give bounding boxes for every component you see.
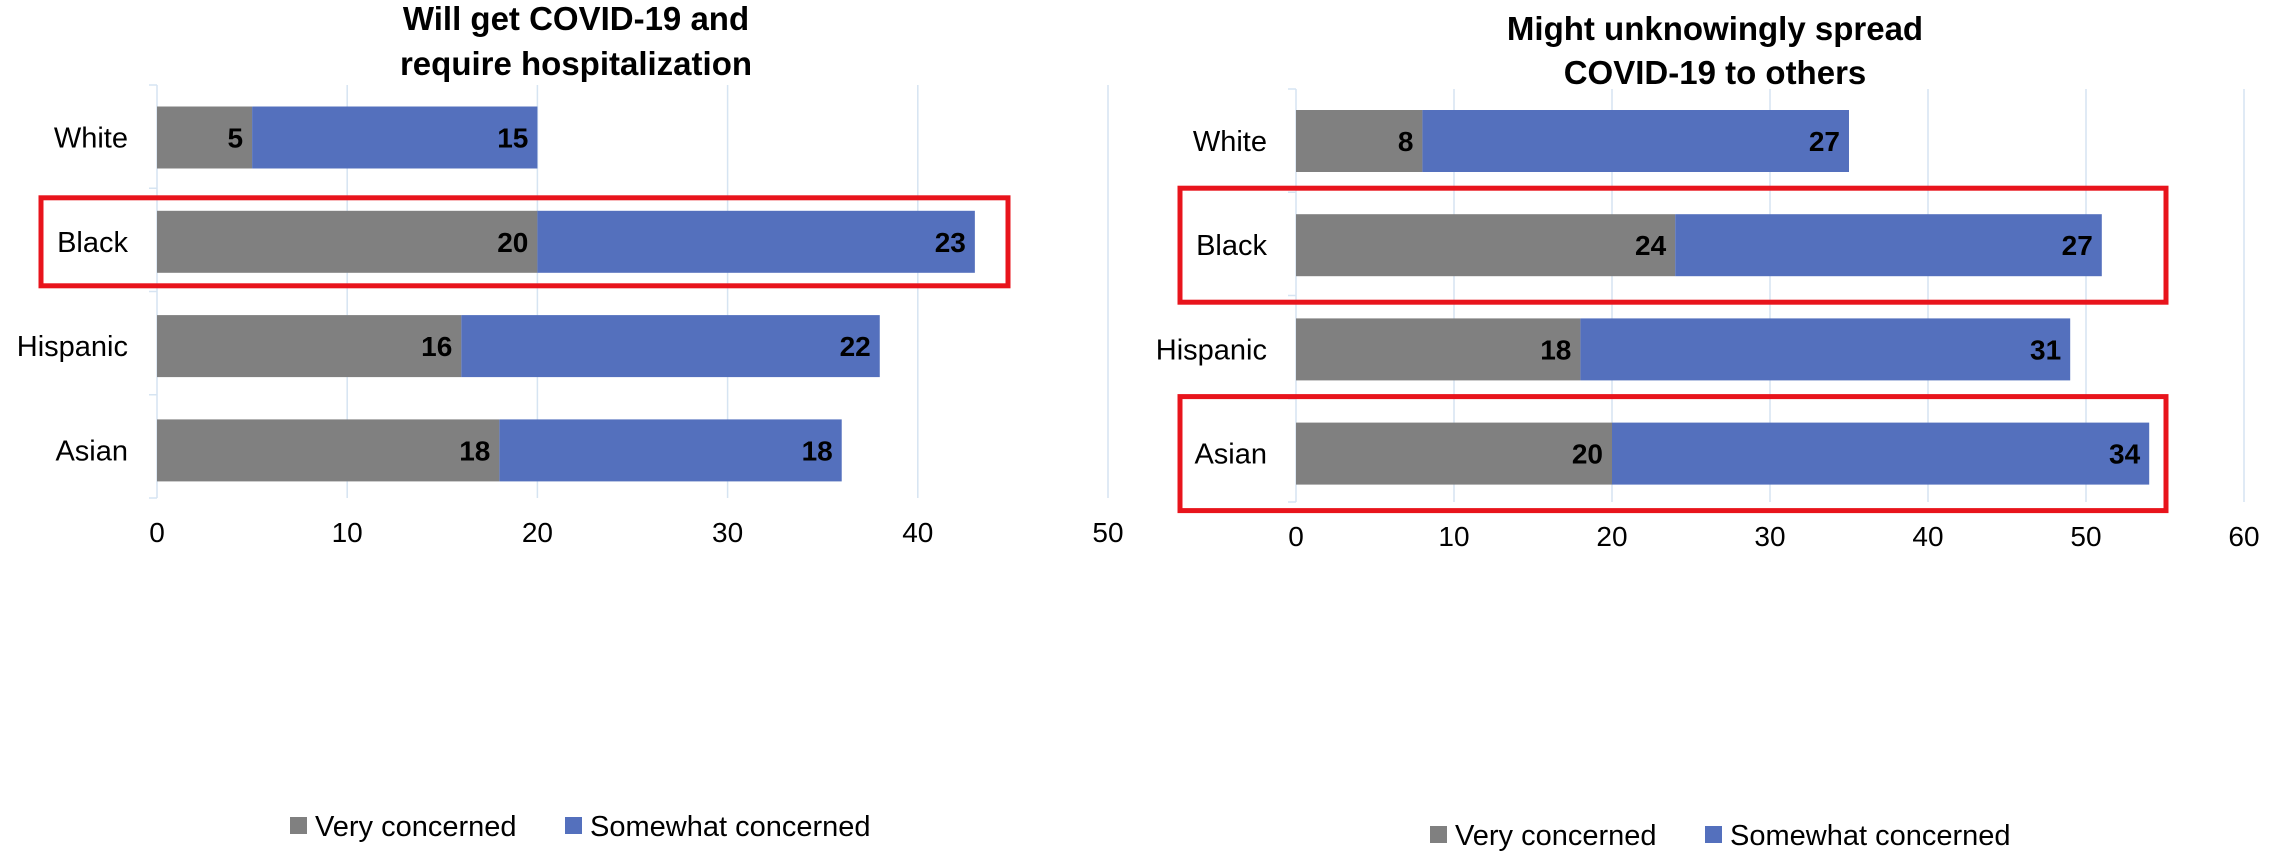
- x-tick-label-60: 60: [2228, 521, 2259, 552]
- data-label-asian-somewhat-concerned: 18: [802, 435, 833, 466]
- chart-hospitalization-svg: Will get COVID-19 and require hospitaliza…: [17, 0, 1124, 843]
- highlight-box-black: [1177, 185, 2169, 305]
- data-label-hispanic-very-concerned: 16: [421, 331, 452, 362]
- x-tick-label-50: 50: [2070, 521, 2101, 552]
- x-tick-label-40: 40: [902, 517, 933, 548]
- legend-label-very-concerned: Very concerned: [315, 811, 517, 843]
- data-label-white-somewhat-concerned: 27: [1809, 126, 1840, 157]
- data-label-hispanic-very-concerned: 18: [1540, 334, 1571, 365]
- bar-white-very-concerned: [157, 106, 253, 169]
- x-tick-label-50: 50: [1092, 517, 1123, 548]
- data-label-black-somewhat-concerned: 27: [2062, 230, 2093, 261]
- highlight-box-asian: [1177, 394, 2169, 514]
- category-label-white: White: [54, 123, 128, 155]
- x-tick-label-40: 40: [1912, 521, 1943, 552]
- bar-black-very-concerned: [157, 210, 538, 273]
- bar-black-very-concerned: [1296, 214, 1676, 277]
- bar-asian-somewhat-concerned: [499, 419, 842, 482]
- x-tick-label-0: 0: [1288, 521, 1304, 552]
- data-label-white-very-concerned: 5: [228, 123, 244, 154]
- bar-black-somewhat-concerned: [537, 210, 975, 273]
- x-tick-label-30: 30: [1754, 521, 1785, 552]
- highlight-box-black: [38, 195, 1011, 289]
- category-label-asian: Asian: [55, 435, 128, 467]
- chart-title-line-2: require hospitalization: [400, 45, 752, 82]
- bar-white-somewhat-concerned: [252, 106, 538, 169]
- bar-asian-very-concerned: [1296, 422, 1612, 485]
- chart-spread: Might unknowingly spread COVID-19 to othe…: [1140, 0, 2284, 854]
- category-label-hispanic: Hispanic: [17, 331, 128, 363]
- x-tick-label-20: 20: [522, 517, 553, 548]
- bar-black-somewhat-concerned: [1675, 214, 2102, 277]
- data-label-black-very-concerned: 20: [497, 227, 528, 258]
- chart-title-line-2: COVID-19 to others: [1564, 54, 1867, 91]
- data-label-hispanic-somewhat-concerned: 22: [840, 331, 871, 362]
- bar-hispanic-very-concerned: [157, 315, 462, 378]
- data-label-asian-somewhat-concerned: 34: [2109, 439, 2141, 470]
- data-label-asian-very-concerned: 18: [459, 435, 490, 466]
- category-label-hispanic: Hispanic: [1156, 334, 1267, 366]
- x-tick-label-10: 10: [332, 517, 363, 548]
- chart-hospitalization: Will get COVID-19 and require hospitaliza…: [0, 0, 1140, 854]
- x-tick-label-10: 10: [1438, 521, 1469, 552]
- x-tick-label-0: 0: [149, 517, 165, 548]
- legend-swatch-very-concerned: [1430, 826, 1447, 843]
- data-label-black-very-concerned: 24: [1635, 230, 1667, 261]
- chart-spread-svg: Might unknowingly spread COVID-19 to othe…: [1156, 10, 2260, 852]
- legend-swatch-somewhat-concerned: [1705, 826, 1722, 843]
- bar-asian-somewhat-concerned: [1612, 422, 2150, 485]
- x-tick-label-20: 20: [1596, 521, 1627, 552]
- chart-title-line-1: Will get COVID-19 and: [403, 0, 749, 37]
- data-label-white-very-concerned: 8: [1398, 126, 1414, 157]
- legend-swatch-somewhat-concerned: [565, 817, 582, 834]
- bar-white-very-concerned: [1296, 110, 1423, 172]
- legend-label-somewhat-concerned: Somewhat concerned: [590, 811, 871, 843]
- x-tick-label-30: 30: [712, 517, 743, 548]
- category-label-asian: Asian: [1194, 439, 1267, 471]
- bar-asian-very-concerned: [157, 419, 500, 482]
- bar-white-somewhat-concerned: [1422, 110, 1849, 172]
- bar-hispanic-very-concerned: [1296, 318, 1581, 381]
- data-label-black-somewhat-concerned: 23: [935, 227, 966, 258]
- bar-hispanic-somewhat-concerned: [1580, 318, 2071, 381]
- bar-hispanic-somewhat-concerned: [461, 315, 880, 378]
- data-label-white-somewhat-concerned: 15: [497, 123, 528, 154]
- chart-title-line-1: Might unknowingly spread: [1507, 10, 1923, 47]
- category-label-black: Black: [57, 227, 128, 259]
- category-label-white: White: [1193, 126, 1267, 158]
- legend-swatch-very-concerned: [290, 817, 307, 834]
- legend-label-somewhat-concerned: Somewhat concerned: [1730, 820, 2011, 852]
- data-label-hispanic-somewhat-concerned: 31: [2030, 334, 2061, 365]
- legend-label-very-concerned: Very concerned: [1455, 820, 1657, 852]
- data-label-asian-very-concerned: 20: [1572, 439, 1603, 470]
- category-label-black: Black: [1196, 230, 1267, 262]
